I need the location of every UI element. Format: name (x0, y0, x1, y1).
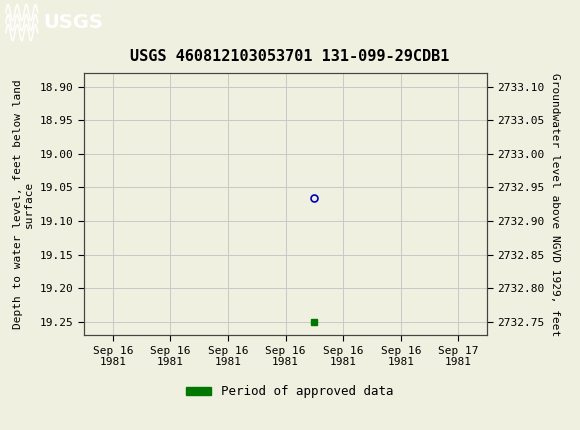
Text: USGS: USGS (44, 13, 103, 32)
Y-axis label: Groundwater level above NGVD 1929, feet: Groundwater level above NGVD 1929, feet (550, 73, 560, 336)
Legend: Period of approved data: Period of approved data (181, 381, 399, 403)
Text: USGS 460812103053701 131-099-29CDB1: USGS 460812103053701 131-099-29CDB1 (130, 49, 450, 64)
Y-axis label: Depth to water level, feet below land
surface: Depth to water level, feet below land su… (13, 80, 34, 329)
